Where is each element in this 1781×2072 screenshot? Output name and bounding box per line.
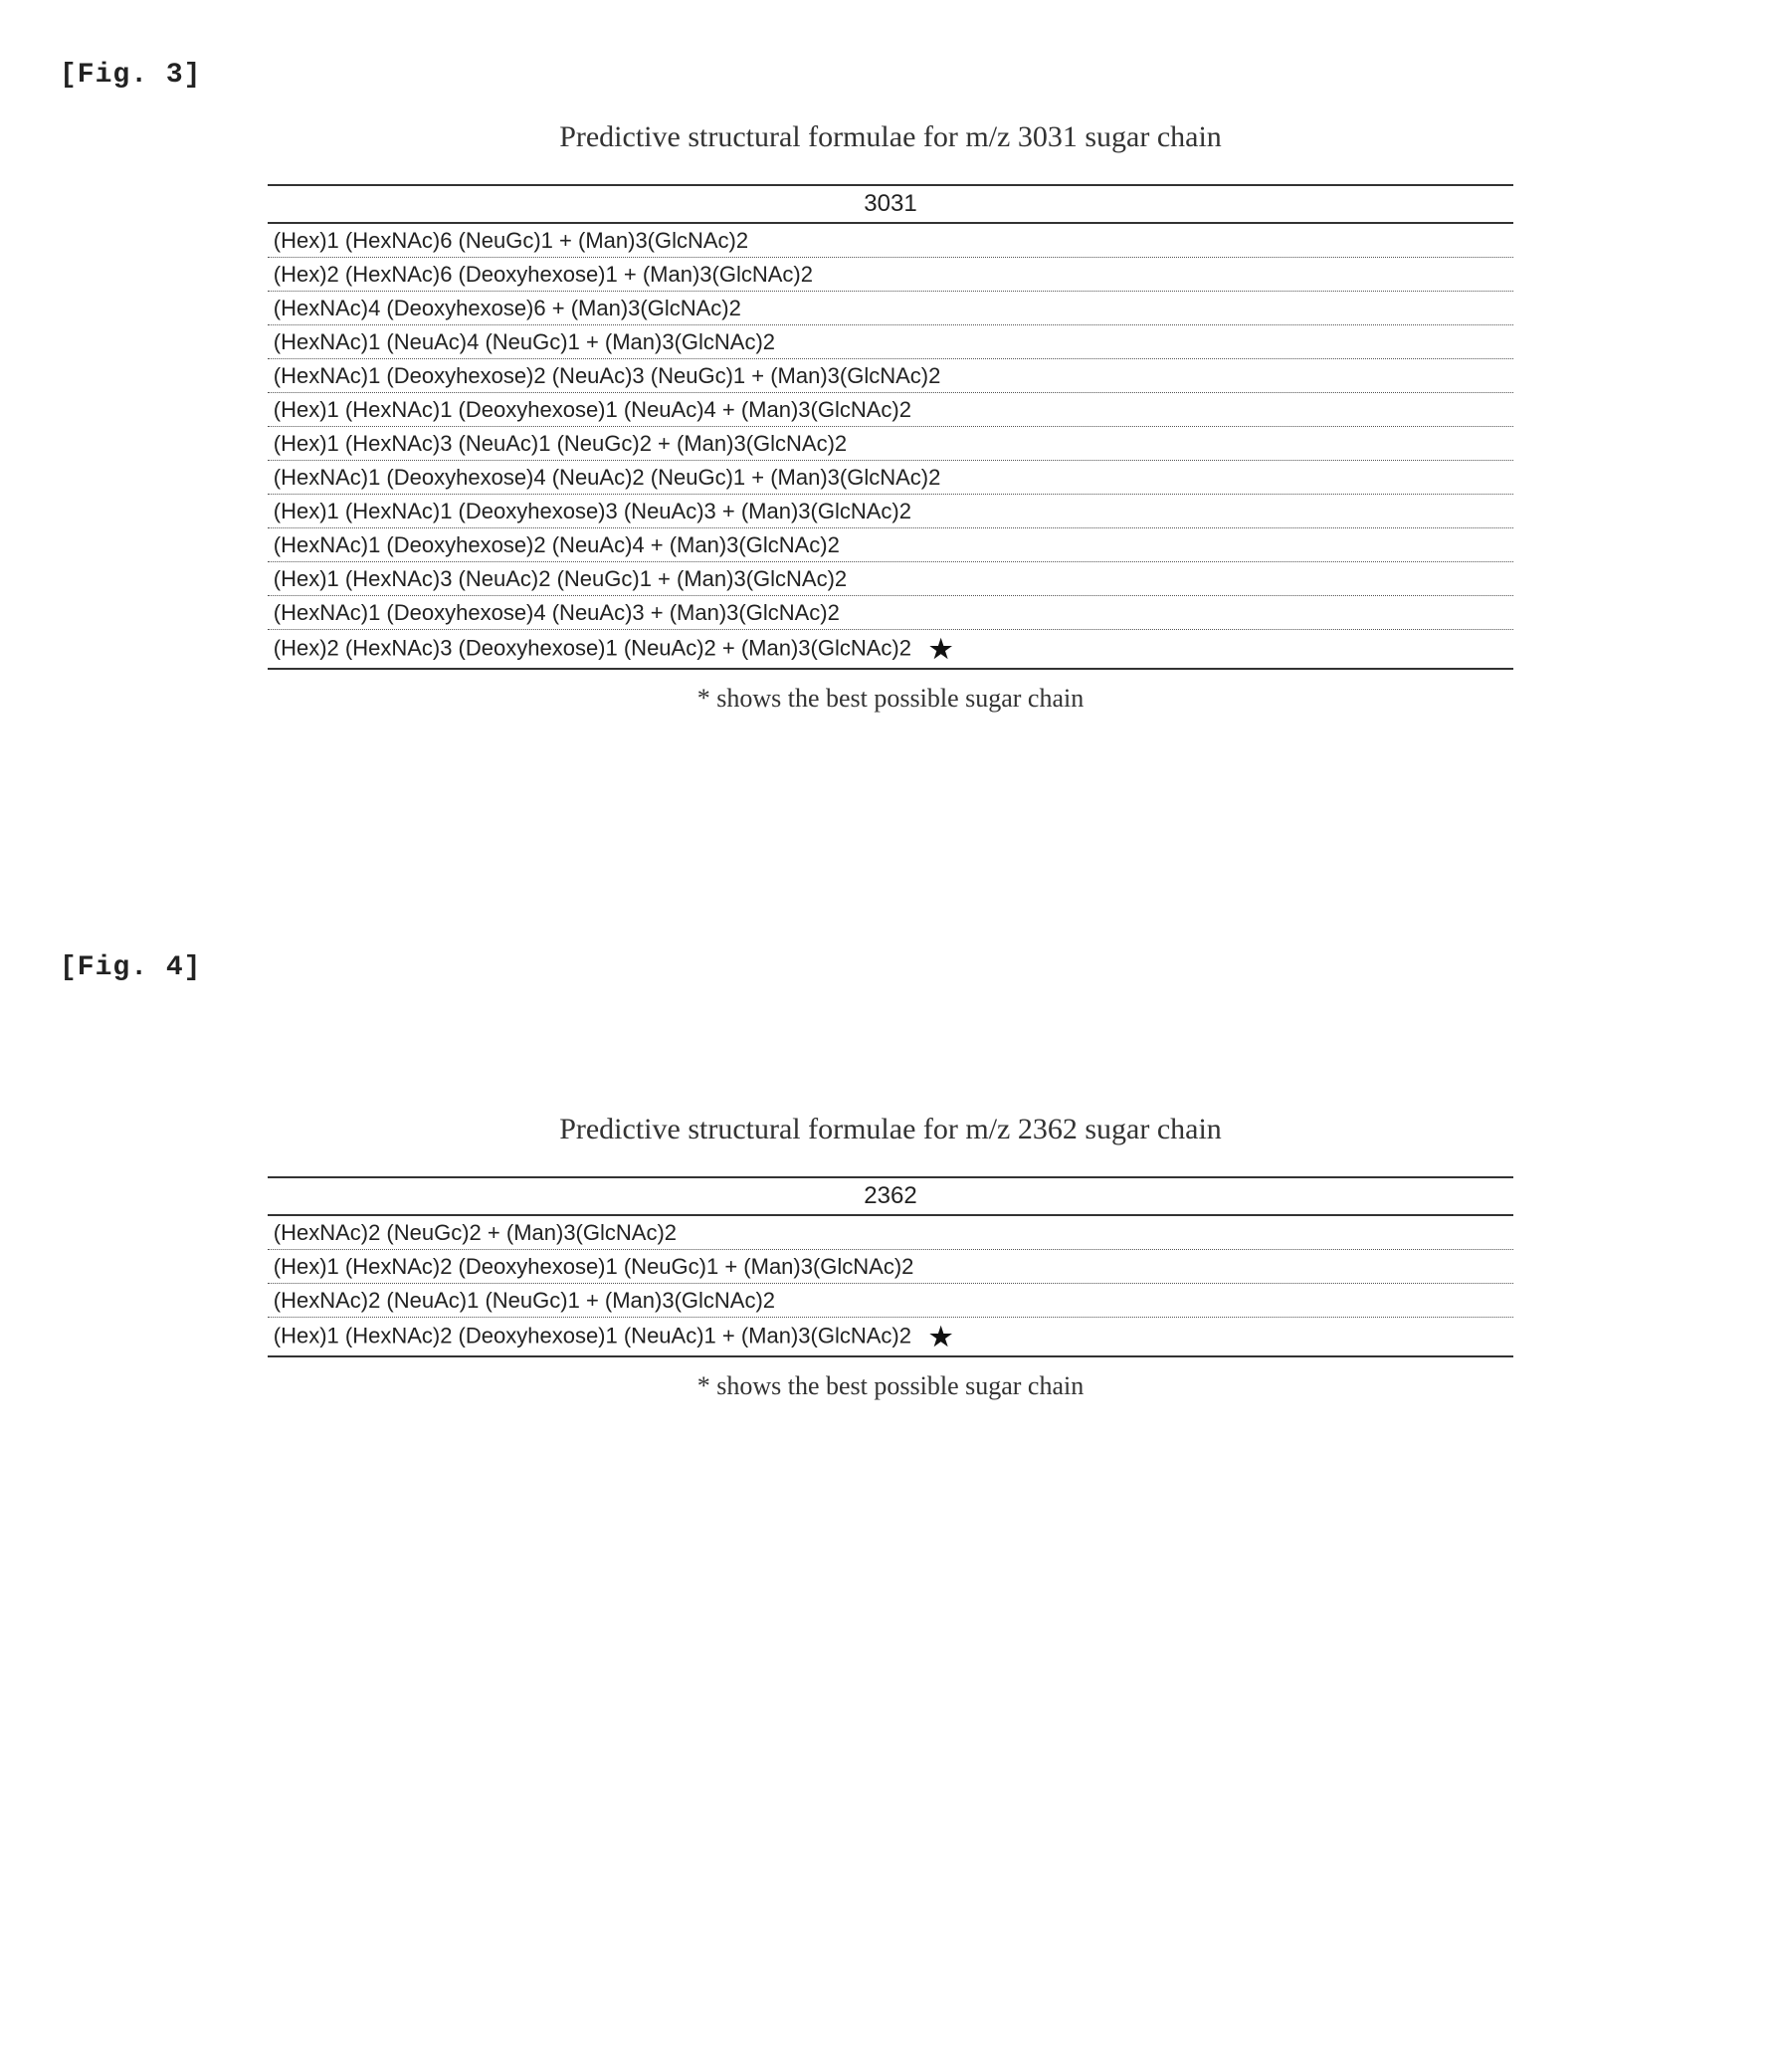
formula-cell: (Hex)1 (HexNAc)1 (Deoxyhexose)3 (NeuAc)3… bbox=[268, 495, 1514, 528]
formula-text: (HexNAc)2 (NeuGc)2 + (Man)3(GlcNAc)2 bbox=[274, 1220, 677, 1245]
formula-text: (HexNAc)1 (Deoxyhexose)4 (NeuAc)2 (NeuGc… bbox=[274, 465, 941, 490]
figure-4-table-wrap: 2362 (HexNAc)2 (NeuGc)2 + (Man)3(GlcNAc)… bbox=[268, 1176, 1514, 1357]
figure-4-table: 2362 (HexNAc)2 (NeuGc)2 + (Man)3(GlcNAc)… bbox=[268, 1176, 1514, 1357]
figure-4-label: [Fig. 4] bbox=[60, 952, 1721, 983]
formula-cell: (Hex)1 (HexNAc)2 (Deoxyhexose)1 (NeuAc)1… bbox=[268, 1318, 1514, 1357]
figure-3-title: Predictive structural formulae for m/z 3… bbox=[60, 120, 1721, 154]
figure-3-table-wrap: 3031 (Hex)1 (HexNAc)6 (NeuGc)1 + (Man)3(… bbox=[268, 184, 1514, 670]
table-row: (HexNAc)1 (NeuAc)4 (NeuGc)1 + (Man)3(Glc… bbox=[268, 325, 1514, 359]
table-row: (HexNAc)1 (Deoxyhexose)4 (NeuAc)2 (NeuGc… bbox=[268, 461, 1514, 495]
table-row: (HexNAc)2 (NeuGc)2 + (Man)3(GlcNAc)2 bbox=[268, 1215, 1514, 1250]
table-row: (Hex)2 (HexNAc)3 (Deoxyhexose)1 (NeuAc)2… bbox=[268, 630, 1514, 670]
formula-text: (Hex)1 (HexNAc)3 (NeuAc)2 (NeuGc)1 + (Ma… bbox=[274, 566, 847, 591]
formula-cell: (HexNAc)1 (Deoxyhexose)2 (NeuAc)3 (NeuGc… bbox=[268, 359, 1514, 393]
table-row: (HexNAc)4 (Deoxyhexose)6 + (Man)3(GlcNAc… bbox=[268, 292, 1514, 325]
table-row: (Hex)1 (HexNAc)3 (NeuAc)2 (NeuGc)1 + (Ma… bbox=[268, 562, 1514, 596]
figure-3-footnote: * shows the best possible sugar chain bbox=[60, 684, 1721, 714]
formula-text: (HexNAc)1 (Deoxyhexose)4 (NeuAc)3 + (Man… bbox=[274, 600, 840, 625]
star-icon: ★ bbox=[929, 634, 952, 665]
table-row: (HexNAc)1 (Deoxyhexose)2 (NeuAc)4 + (Man… bbox=[268, 528, 1514, 562]
formula-text: (Hex)2 (HexNAc)3 (Deoxyhexose)1 (NeuAc)2… bbox=[274, 635, 911, 660]
table-row: (Hex)1 (HexNAc)6 (NeuGc)1 + (Man)3(GlcNA… bbox=[268, 223, 1514, 258]
formula-text: (HexNAc)2 (NeuAc)1 (NeuGc)1 + (Man)3(Glc… bbox=[274, 1288, 775, 1313]
formula-text: (Hex)1 (HexNAc)1 (Deoxyhexose)1 (NeuAc)4… bbox=[274, 397, 911, 422]
formula-cell: (HexNAc)4 (Deoxyhexose)6 + (Man)3(GlcNAc… bbox=[268, 292, 1514, 325]
figure-4-footnote: * shows the best possible sugar chain bbox=[60, 1371, 1721, 1401]
formula-cell: (HexNAc)1 (Deoxyhexose)4 (NeuAc)2 (NeuGc… bbox=[268, 461, 1514, 495]
table-row: (Hex)1 (HexNAc)2 (Deoxyhexose)1 (NeuGc)1… bbox=[268, 1250, 1514, 1284]
formula-cell: (HexNAc)1 (Deoxyhexose)4 (NeuAc)3 + (Man… bbox=[268, 596, 1514, 630]
figure-4-title: Predictive structural formulae for m/z 2… bbox=[60, 1113, 1721, 1146]
table-row: (HexNAc)1 (Deoxyhexose)4 (NeuAc)3 + (Man… bbox=[268, 596, 1514, 630]
table-row: (HexNAc)2 (NeuAc)1 (NeuGc)1 + (Man)3(Glc… bbox=[268, 1284, 1514, 1318]
table-row: (Hex)1 (HexNAc)1 (Deoxyhexose)3 (NeuAc)3… bbox=[268, 495, 1514, 528]
formula-cell: (Hex)1 (HexNAc)2 (Deoxyhexose)1 (NeuGc)1… bbox=[268, 1250, 1514, 1284]
star-icon: ★ bbox=[929, 1322, 952, 1352]
formula-cell: (Hex)1 (HexNAc)1 (Deoxyhexose)1 (NeuAc)4… bbox=[268, 393, 1514, 427]
figure-3-label: [Fig. 3] bbox=[60, 60, 1721, 91]
formula-text: (Hex)1 (HexNAc)6 (NeuGc)1 + (Man)3(GlcNA… bbox=[274, 228, 748, 253]
formula-text: (Hex)1 (HexNAc)3 (NeuAc)1 (NeuGc)2 + (Ma… bbox=[274, 431, 847, 456]
formula-text: (HexNAc)1 (Deoxyhexose)2 (NeuAc)4 + (Man… bbox=[274, 532, 840, 557]
formula-cell: (HexNAc)2 (NeuAc)1 (NeuGc)1 + (Man)3(Glc… bbox=[268, 1284, 1514, 1318]
formula-cell: (Hex)1 (HexNAc)6 (NeuGc)1 + (Man)3(GlcNA… bbox=[268, 223, 1514, 258]
formula-cell: (Hex)2 (HexNAc)3 (Deoxyhexose)1 (NeuAc)2… bbox=[268, 630, 1514, 670]
figure-4-header: 2362 bbox=[268, 1177, 1514, 1215]
table-row: (Hex)1 (HexNAc)1 (Deoxyhexose)1 (NeuAc)4… bbox=[268, 393, 1514, 427]
formula-text: (HexNAc)4 (Deoxyhexose)6 + (Man)3(GlcNAc… bbox=[274, 296, 741, 320]
formula-cell: (Hex)1 (HexNAc)3 (NeuAc)2 (NeuGc)1 + (Ma… bbox=[268, 562, 1514, 596]
formula-text: (Hex)1 (HexNAc)2 (Deoxyhexose)1 (NeuGc)1… bbox=[274, 1254, 914, 1279]
formula-cell: (HexNAc)1 (NeuAc)4 (NeuGc)1 + (Man)3(Glc… bbox=[268, 325, 1514, 359]
formula-text: (Hex)1 (HexNAc)2 (Deoxyhexose)1 (NeuAc)1… bbox=[274, 1323, 911, 1347]
table-row: (Hex)2 (HexNAc)6 (Deoxyhexose)1 + (Man)3… bbox=[268, 258, 1514, 292]
formula-text: (Hex)1 (HexNAc)1 (Deoxyhexose)3 (NeuAc)3… bbox=[274, 499, 911, 523]
table-row: (Hex)1 (HexNAc)2 (Deoxyhexose)1 (NeuAc)1… bbox=[268, 1318, 1514, 1357]
figure-3-table: 3031 (Hex)1 (HexNAc)6 (NeuGc)1 + (Man)3(… bbox=[268, 184, 1514, 670]
formula-text: (Hex)2 (HexNAc)6 (Deoxyhexose)1 + (Man)3… bbox=[274, 262, 813, 287]
formula-cell: (Hex)1 (HexNAc)3 (NeuAc)1 (NeuGc)2 + (Ma… bbox=[268, 427, 1514, 461]
formula-cell: (Hex)2 (HexNAc)6 (Deoxyhexose)1 + (Man)3… bbox=[268, 258, 1514, 292]
formula-cell: (HexNAc)2 (NeuGc)2 + (Man)3(GlcNAc)2 bbox=[268, 1215, 1514, 1250]
table-row: (HexNAc)1 (Deoxyhexose)2 (NeuAc)3 (NeuGc… bbox=[268, 359, 1514, 393]
formula-cell: (HexNAc)1 (Deoxyhexose)2 (NeuAc)4 + (Man… bbox=[268, 528, 1514, 562]
formula-text: (HexNAc)1 (NeuAc)4 (NeuGc)1 + (Man)3(Glc… bbox=[274, 329, 775, 354]
figure-3-header: 3031 bbox=[268, 185, 1514, 223]
table-row: (Hex)1 (HexNAc)3 (NeuAc)1 (NeuGc)2 + (Ma… bbox=[268, 427, 1514, 461]
formula-text: (HexNAc)1 (Deoxyhexose)2 (NeuAc)3 (NeuGc… bbox=[274, 363, 941, 388]
